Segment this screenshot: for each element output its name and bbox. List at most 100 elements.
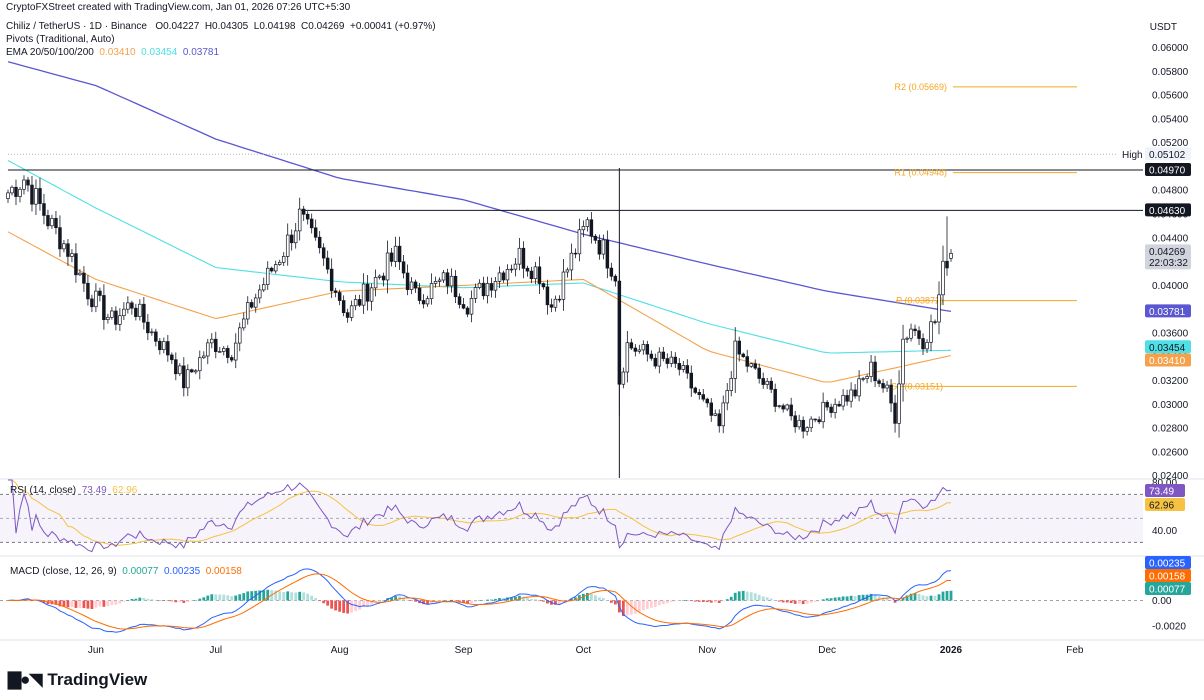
macd-hist-bar (86, 600, 90, 609)
last-price-tag-bg (1145, 244, 1191, 270)
macd-hist-bar (605, 600, 609, 602)
rsi-line (8, 479, 952, 553)
macd-hist-bar (801, 600, 805, 605)
candle-body (569, 252, 574, 271)
candle-body (417, 287, 422, 301)
macd-hist-bar (873, 595, 877, 601)
candle-body (90, 298, 94, 308)
candle-body (713, 413, 717, 416)
macd-hist-bar (262, 590, 266, 601)
macd-hist-bar (769, 598, 773, 601)
macd-hist-bar (530, 599, 533, 601)
candle-body (565, 269, 570, 273)
candle-body (194, 370, 198, 373)
candle-body (709, 402, 713, 416)
macd-hist-bar (809, 600, 813, 603)
price-tick-label: 0.05600 (1152, 91, 1189, 102)
candle-body (653, 357, 658, 367)
macd-hist-bar (845, 596, 849, 601)
candle-body (821, 401, 825, 423)
candle-body (729, 378, 733, 391)
candle-body (321, 247, 326, 259)
candle-body (381, 275, 386, 281)
macd-hist-bar (889, 600, 893, 601)
candle-body (226, 348, 230, 358)
candle-body (18, 188, 22, 197)
time-tick-label: Sep (455, 645, 473, 656)
symbol-name[interactable]: Chiliz / TetherUS · 1D · Binance (6, 21, 147, 32)
macd-hist-bar (917, 593, 921, 601)
symbol-ohlc-line: Chiliz / TetherUS · 1D · Binance O0.0422… (6, 21, 436, 32)
macd-hist-bar (578, 595, 581, 601)
price-tick-label: 0.06000 (1152, 43, 1189, 54)
macd-hist-bar (222, 594, 226, 601)
macd-hist-bar (745, 591, 749, 601)
rsi-legend[interactable]: RSI (14, close) 73.49 62.96 (10, 485, 137, 496)
candle-body (721, 402, 725, 427)
time-tick-label: Feb (1066, 645, 1084, 656)
candle-body (277, 261, 282, 265)
candle-body (297, 208, 302, 232)
macd-hist-bar (681, 600, 685, 601)
candle-body (625, 342, 630, 373)
ema200-tag: 0.03781 (1149, 307, 1186, 318)
candle-body (54, 218, 58, 229)
macd-legend[interactable]: MACD (close, 12, 26, 9) 0.00077 0.00235 … (10, 566, 242, 577)
candle-body (285, 234, 290, 257)
candle-body (909, 328, 913, 339)
pivots-indicator-label[interactable]: Pivots (Traditional, Auto) (6, 34, 115, 45)
ema50-tag: 0.03410 (1149, 356, 1186, 367)
macd-hist-bar (234, 595, 238, 601)
candle-body (74, 253, 78, 276)
price-tick-label: 0.03000 (1152, 400, 1189, 411)
candle-body (369, 287, 374, 302)
macd-hist-bar (306, 593, 310, 601)
candle-body (737, 340, 741, 355)
candle-body (361, 283, 366, 306)
macd-hist-bar (370, 600, 374, 605)
candle-body (541, 283, 546, 288)
macd-hist-bar (601, 598, 605, 601)
macd-hist-bar (486, 599, 489, 601)
macd-tick-0: 0.00 (1152, 596, 1172, 607)
candle-body (182, 365, 186, 389)
candle-body (481, 282, 486, 297)
macd-hist-bar (438, 600, 441, 602)
macd-hist-bar (777, 600, 781, 602)
candle-body (749, 363, 753, 367)
ema200-value: 0.03781 (182, 47, 220, 58)
candle-body (94, 290, 98, 308)
candle-body (441, 272, 446, 281)
macd-hist-bar (454, 600, 457, 602)
candle-body (102, 295, 106, 320)
brand[interactable]: ▇●◥ TradingView (8, 670, 147, 690)
macd-hist-bar (310, 595, 314, 601)
candle-body (873, 361, 877, 382)
macd-hist-bar (897, 600, 901, 602)
macd-hist-bar (366, 600, 370, 607)
candle-body (765, 380, 769, 385)
macd-hist-bar (649, 600, 653, 608)
macd-hist-bar (226, 595, 230, 601)
candle-body (597, 239, 602, 255)
price-tick-label: 0.03600 (1152, 328, 1189, 339)
candle-body (593, 235, 598, 241)
macd-hist-bar (905, 595, 909, 601)
open-value: O0.04227 (155, 21, 200, 32)
macd-hist-bar (941, 591, 945, 601)
macd-hist-bar (498, 598, 501, 601)
macd-hist-bar (362, 600, 366, 608)
ema100-value: 0.03454 (141, 47, 178, 58)
chart-credit: CryptoFXStreet created with TradingView.… (6, 2, 351, 13)
ema-indicator-line[interactable]: EMA 20/50/100/200 0.03410 0.03454 0.0378… (6, 47, 219, 58)
macd-hist-bar (877, 596, 881, 601)
macd-hist-bar (322, 600, 326, 604)
macd-label: MACD (close, 12, 26, 9) (10, 566, 117, 577)
candle-body (38, 188, 42, 204)
candle-body (573, 252, 578, 255)
candle-body (333, 290, 338, 293)
macd-value-tag: 0.00235 (1149, 559, 1186, 570)
candle-body (645, 344, 650, 355)
candle-body (677, 363, 682, 370)
